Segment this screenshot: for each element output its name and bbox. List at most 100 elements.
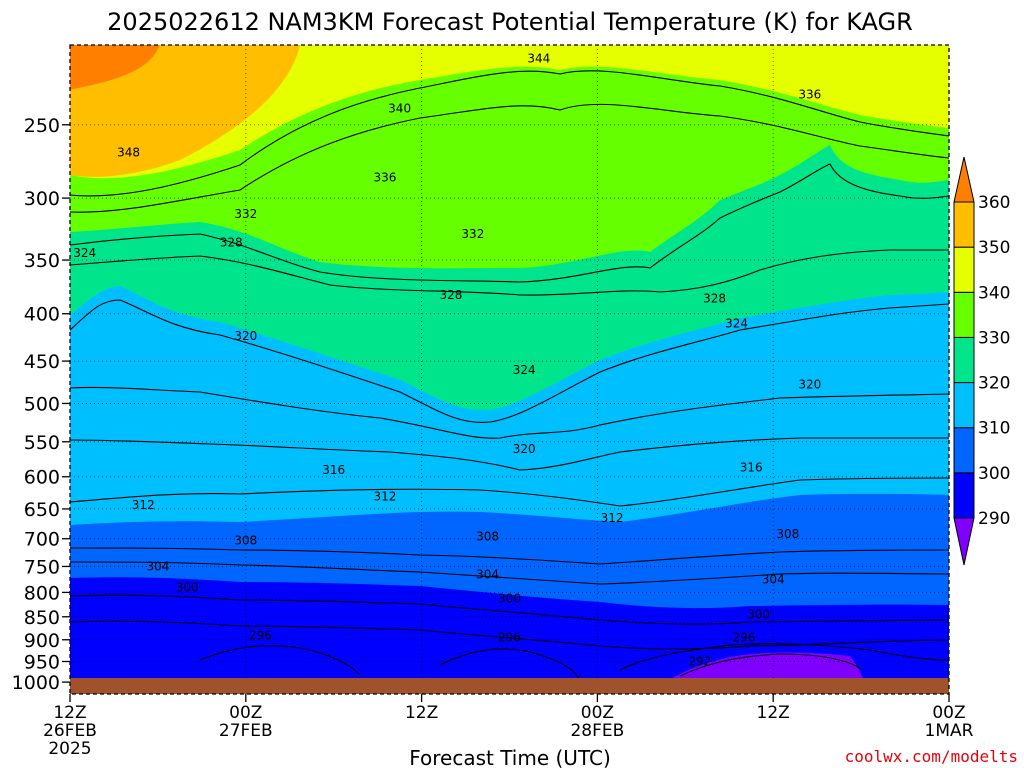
colorbar-segment [953,382,975,429]
isoline [69,70,950,197]
y-tick-label: 750 [24,556,60,578]
contour-label: 324 [725,317,748,331]
colorbar-label: 340 [978,283,1010,303]
contour-lines [69,70,950,681]
isoline [619,643,950,671]
band-orange [70,45,160,90]
colorbar-segment [953,201,975,248]
contour-label: 320 [798,378,821,392]
isoline [69,299,950,423]
ground-strip [70,678,949,694]
x-tick-label: 00Z [229,703,262,723]
x-tick-label: 2025 [48,739,91,759]
isoline [439,648,581,681]
isoline [69,594,950,625]
contour-label: 320 [234,329,257,343]
contour-label: 312 [374,489,397,503]
contour-label: 304 [762,573,785,587]
contour-label: 328 [439,288,462,302]
y-tick-label: 300 [24,188,60,210]
contour-label: 304 [146,559,169,573]
colorbar-segment [953,336,975,384]
x-tick-label: 12Z [405,703,438,723]
x-tick-label: 26FEB [43,721,97,741]
y-tick-label: 600 [24,467,60,489]
isoline [69,386,950,439]
y-tick-label: 900 [24,630,60,652]
chart-title: 2025022612 NAM3KM Forecast Potential Tem… [107,8,913,36]
band-light-orange [70,45,300,177]
y-tick-label: 250 [24,115,60,137]
y-tick-label: 950 [24,651,60,673]
plot-area [69,44,950,695]
isoline [69,163,950,283]
colorbar-segment [953,246,975,293]
contour-label: 296 [732,631,755,645]
contour-label: 308 [234,533,257,547]
contour-label: 332 [461,227,484,241]
contour-label: 336 [374,170,397,184]
contour-label: 312 [601,511,624,525]
contour-label: 316 [740,460,763,474]
contour-label: 340 [388,101,411,115]
colorbar-arrow-bottom [953,517,975,566]
colorbar-segment [953,427,975,474]
colorbar-segment [953,291,975,338]
y-tick-label: 450 [24,351,60,373]
isoline [69,620,950,650]
contour-label: 320 [513,442,536,456]
contour-label: 296 [498,631,521,645]
colorbar-segment [953,472,975,519]
y-axis: 2503003504004505005506006507007508008509… [12,115,70,694]
y-tick-label: 400 [24,304,60,326]
x-tick-label: 12Z [757,703,790,723]
contour-label: 344 [527,51,550,65]
y-tick-label: 500 [24,393,60,415]
isoline [69,103,950,213]
isoline [69,249,949,296]
contour-label: 300 [498,591,521,605]
colorbar-label: 360 [978,193,1010,213]
isoline [69,547,950,565]
colorbar-label: 310 [978,419,1010,439]
x-tick-label: 28FEB [570,721,624,741]
colorbar: 290 300 310 320 330 340 350 360 [953,156,1010,566]
colorbar-label: 350 [978,238,1010,258]
contour-label: 312 [132,498,155,512]
x-tick-label: 00Z [581,703,614,723]
contour-label: 324 [73,246,96,260]
isoline [199,645,361,676]
contour-label: 332 [234,207,257,221]
contour-label: 300 [176,580,199,594]
contour-label: 300 [747,607,770,621]
contour-label: 296 [249,628,272,642]
x-tick-label: 27FEB [219,721,273,741]
colorbar-label: 320 [978,374,1010,394]
x-tick-label: 00Z [932,703,965,723]
y-tick-label: 850 [24,607,60,629]
x-tick-label: 12Z [53,703,86,723]
colorbar-label: 290 [978,509,1010,529]
contour-label-layer: 344 336 340 348 336 332 332 324 328 328 328 324 320 3… [73,51,821,668]
isoline [69,561,950,585]
contour-label: 348 [117,146,140,160]
plot-frame [69,44,950,695]
contour-label: 324 [513,363,536,377]
isoline [69,437,949,471]
contour-label: 328 [703,291,726,305]
contour-label: 292 [688,654,711,668]
contour-label: 308 [776,527,799,541]
x-axis-label: Forecast Time (UTC) [409,746,611,768]
band-violet [660,652,866,686]
y-tick-label: 650 [24,499,60,521]
contour-label: 336 [798,88,821,102]
credit-text: coolwx.com/modelts [845,747,1018,766]
contour-label: 308 [476,529,499,543]
contour-label: 304 [476,567,499,581]
isoline [679,653,863,677]
colorbar-label: 300 [978,464,1010,484]
x-tick-label: 1MAR [925,721,974,741]
colorbar-arrow-top [953,156,975,203]
